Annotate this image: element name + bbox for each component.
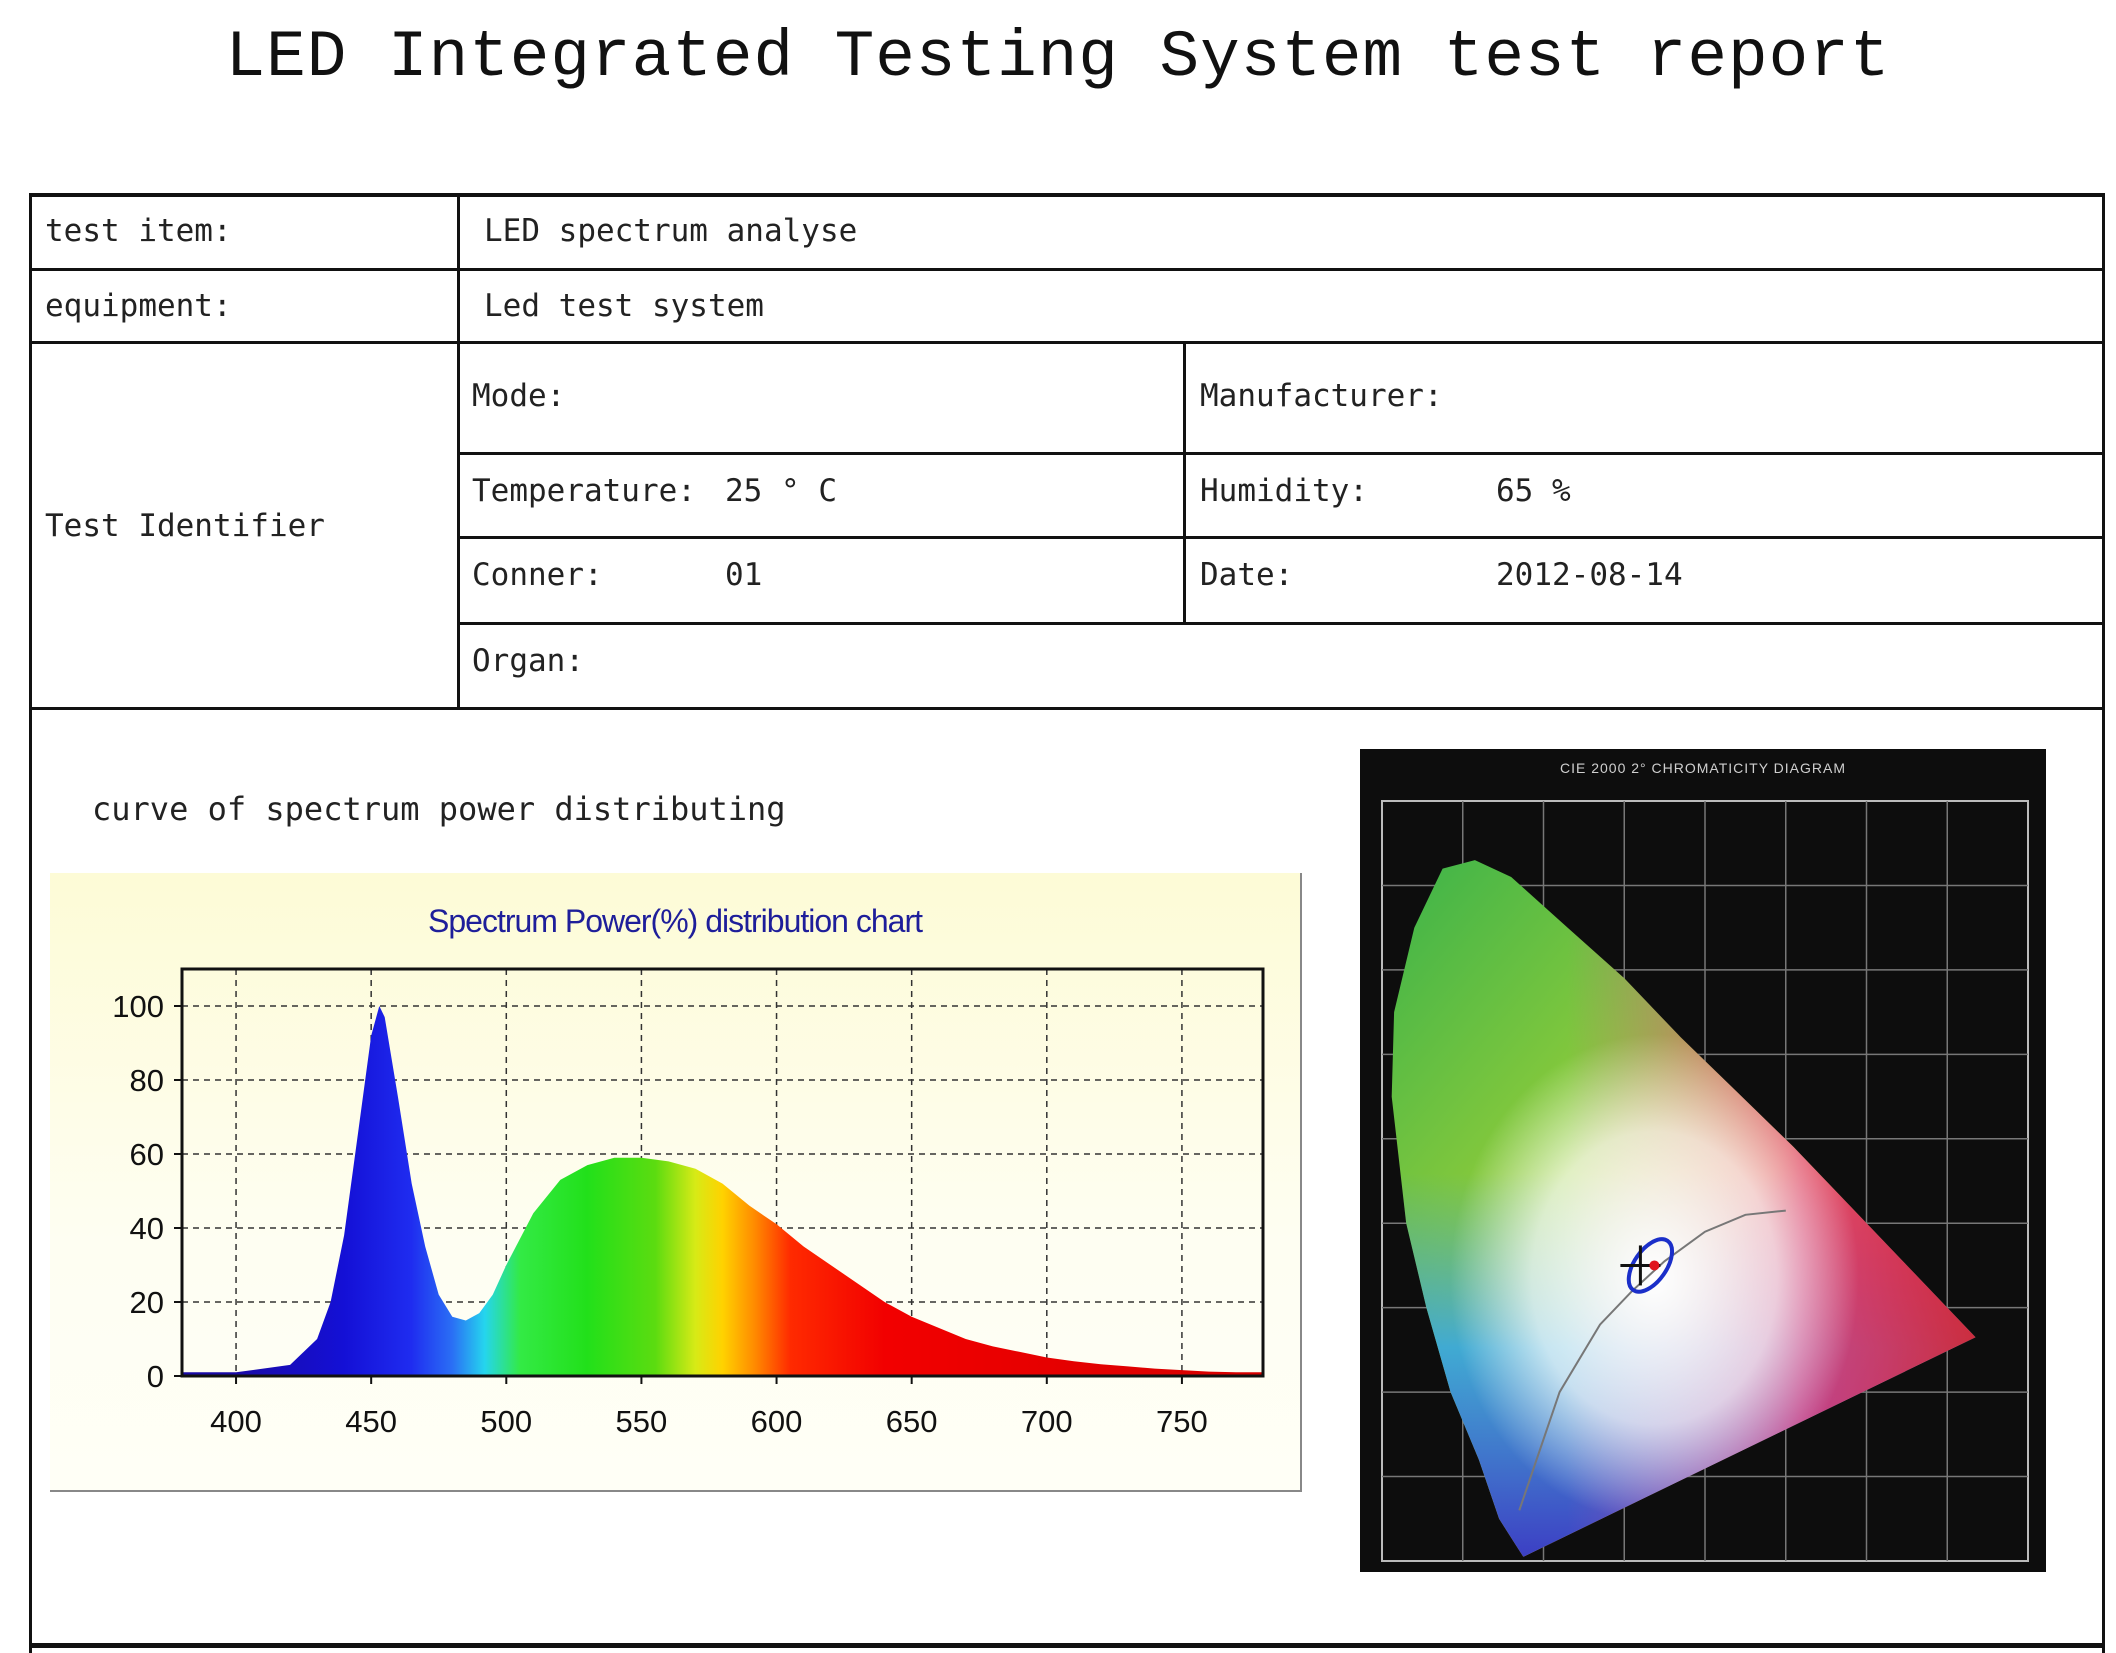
equipment-value: Led test system bbox=[484, 288, 764, 324]
table-rule bbox=[29, 707, 2105, 710]
x-tick-label: 400 bbox=[210, 1404, 262, 1439]
table-rule bbox=[457, 193, 460, 710]
date-label: Date: bbox=[1200, 557, 1294, 593]
plot-frame bbox=[180, 967, 1265, 1378]
x-tick-label: 500 bbox=[480, 1404, 532, 1439]
chart-title: Spectrum Power(%) distribution chart bbox=[428, 903, 923, 939]
y-tick-label: 20 bbox=[130, 1285, 164, 1320]
report-table bbox=[29, 193, 2105, 1653]
y-tick-label: 40 bbox=[130, 1211, 164, 1246]
test-identifier-label: Test Identifier bbox=[45, 508, 325, 544]
x-tick-label: 750 bbox=[1156, 1404, 1208, 1439]
macadam-ellipse bbox=[1626, 1237, 1675, 1294]
spectrum-heading: curve of spectrum power distributing bbox=[92, 790, 786, 828]
table-rule bbox=[458, 452, 2105, 455]
planckian-locus bbox=[1518, 1209, 1786, 1511]
cie-title: CIE 2000 2° CHROMATICITY DIAGRAM bbox=[1560, 760, 1846, 776]
cie-diagram: CIE 2000 2° CHROMATICITY DIAGRAM bbox=[1360, 749, 2046, 1572]
cie-plot: CIE 2000 2° CHROMATICITY DIAGRAM bbox=[1381, 760, 2029, 1562]
humidity-value: 65 % bbox=[1496, 473, 1571, 509]
conner-value: 01 bbox=[725, 557, 763, 593]
spectrum-area bbox=[182, 1006, 1263, 1376]
measurement-point bbox=[1649, 1260, 1660, 1271]
y-tick-label: 100 bbox=[112, 989, 164, 1024]
temperature-value: 25 ° C bbox=[725, 473, 837, 509]
table-rule bbox=[29, 341, 2105, 344]
equipment-label: equipment: bbox=[45, 288, 232, 324]
table-rule bbox=[458, 622, 2105, 625]
date-value: 2012-08-14 bbox=[1496, 557, 1683, 593]
x-tick-label: 450 bbox=[345, 1404, 397, 1439]
temperature-label: Temperature: bbox=[472, 473, 696, 509]
cie-white-region bbox=[1391, 860, 1976, 1557]
x-tick-label: 600 bbox=[751, 1404, 803, 1439]
table-rule bbox=[29, 268, 2105, 271]
x-tick-label: 700 bbox=[1021, 1404, 1073, 1439]
test-item-label: test item: bbox=[45, 213, 232, 249]
mode-label: Mode: bbox=[472, 378, 566, 414]
table-bottom-rule bbox=[29, 1643, 2105, 1648]
report-title: LED Integrated Testing System test repor… bbox=[225, 20, 1891, 95]
spectrum-plot: 0 20 40 60 80 100 400 450 500 550 600 650 700 750 bbox=[112, 967, 1265, 1439]
manufacturer-label: Manufacturer: bbox=[1200, 378, 1443, 414]
conner-label: Conner: bbox=[472, 557, 603, 593]
y-tick-label: 0 bbox=[147, 1359, 164, 1394]
humidity-label: Humidity: bbox=[1200, 473, 1368, 509]
test-item-value: LED spectrum analyse bbox=[484, 213, 858, 249]
spectrum-chart: Spectrum Power(%) distribution chart 0 20… bbox=[50, 873, 1302, 1492]
y-tick-label: 80 bbox=[130, 1063, 164, 1098]
y-tick-label: 60 bbox=[130, 1137, 164, 1172]
x-tick-label: 650 bbox=[886, 1404, 938, 1439]
x-tick-label: 550 bbox=[616, 1404, 668, 1439]
table-rule bbox=[458, 536, 2105, 539]
table-rule bbox=[1183, 341, 1186, 624]
organ-label: Organ: bbox=[472, 643, 584, 679]
